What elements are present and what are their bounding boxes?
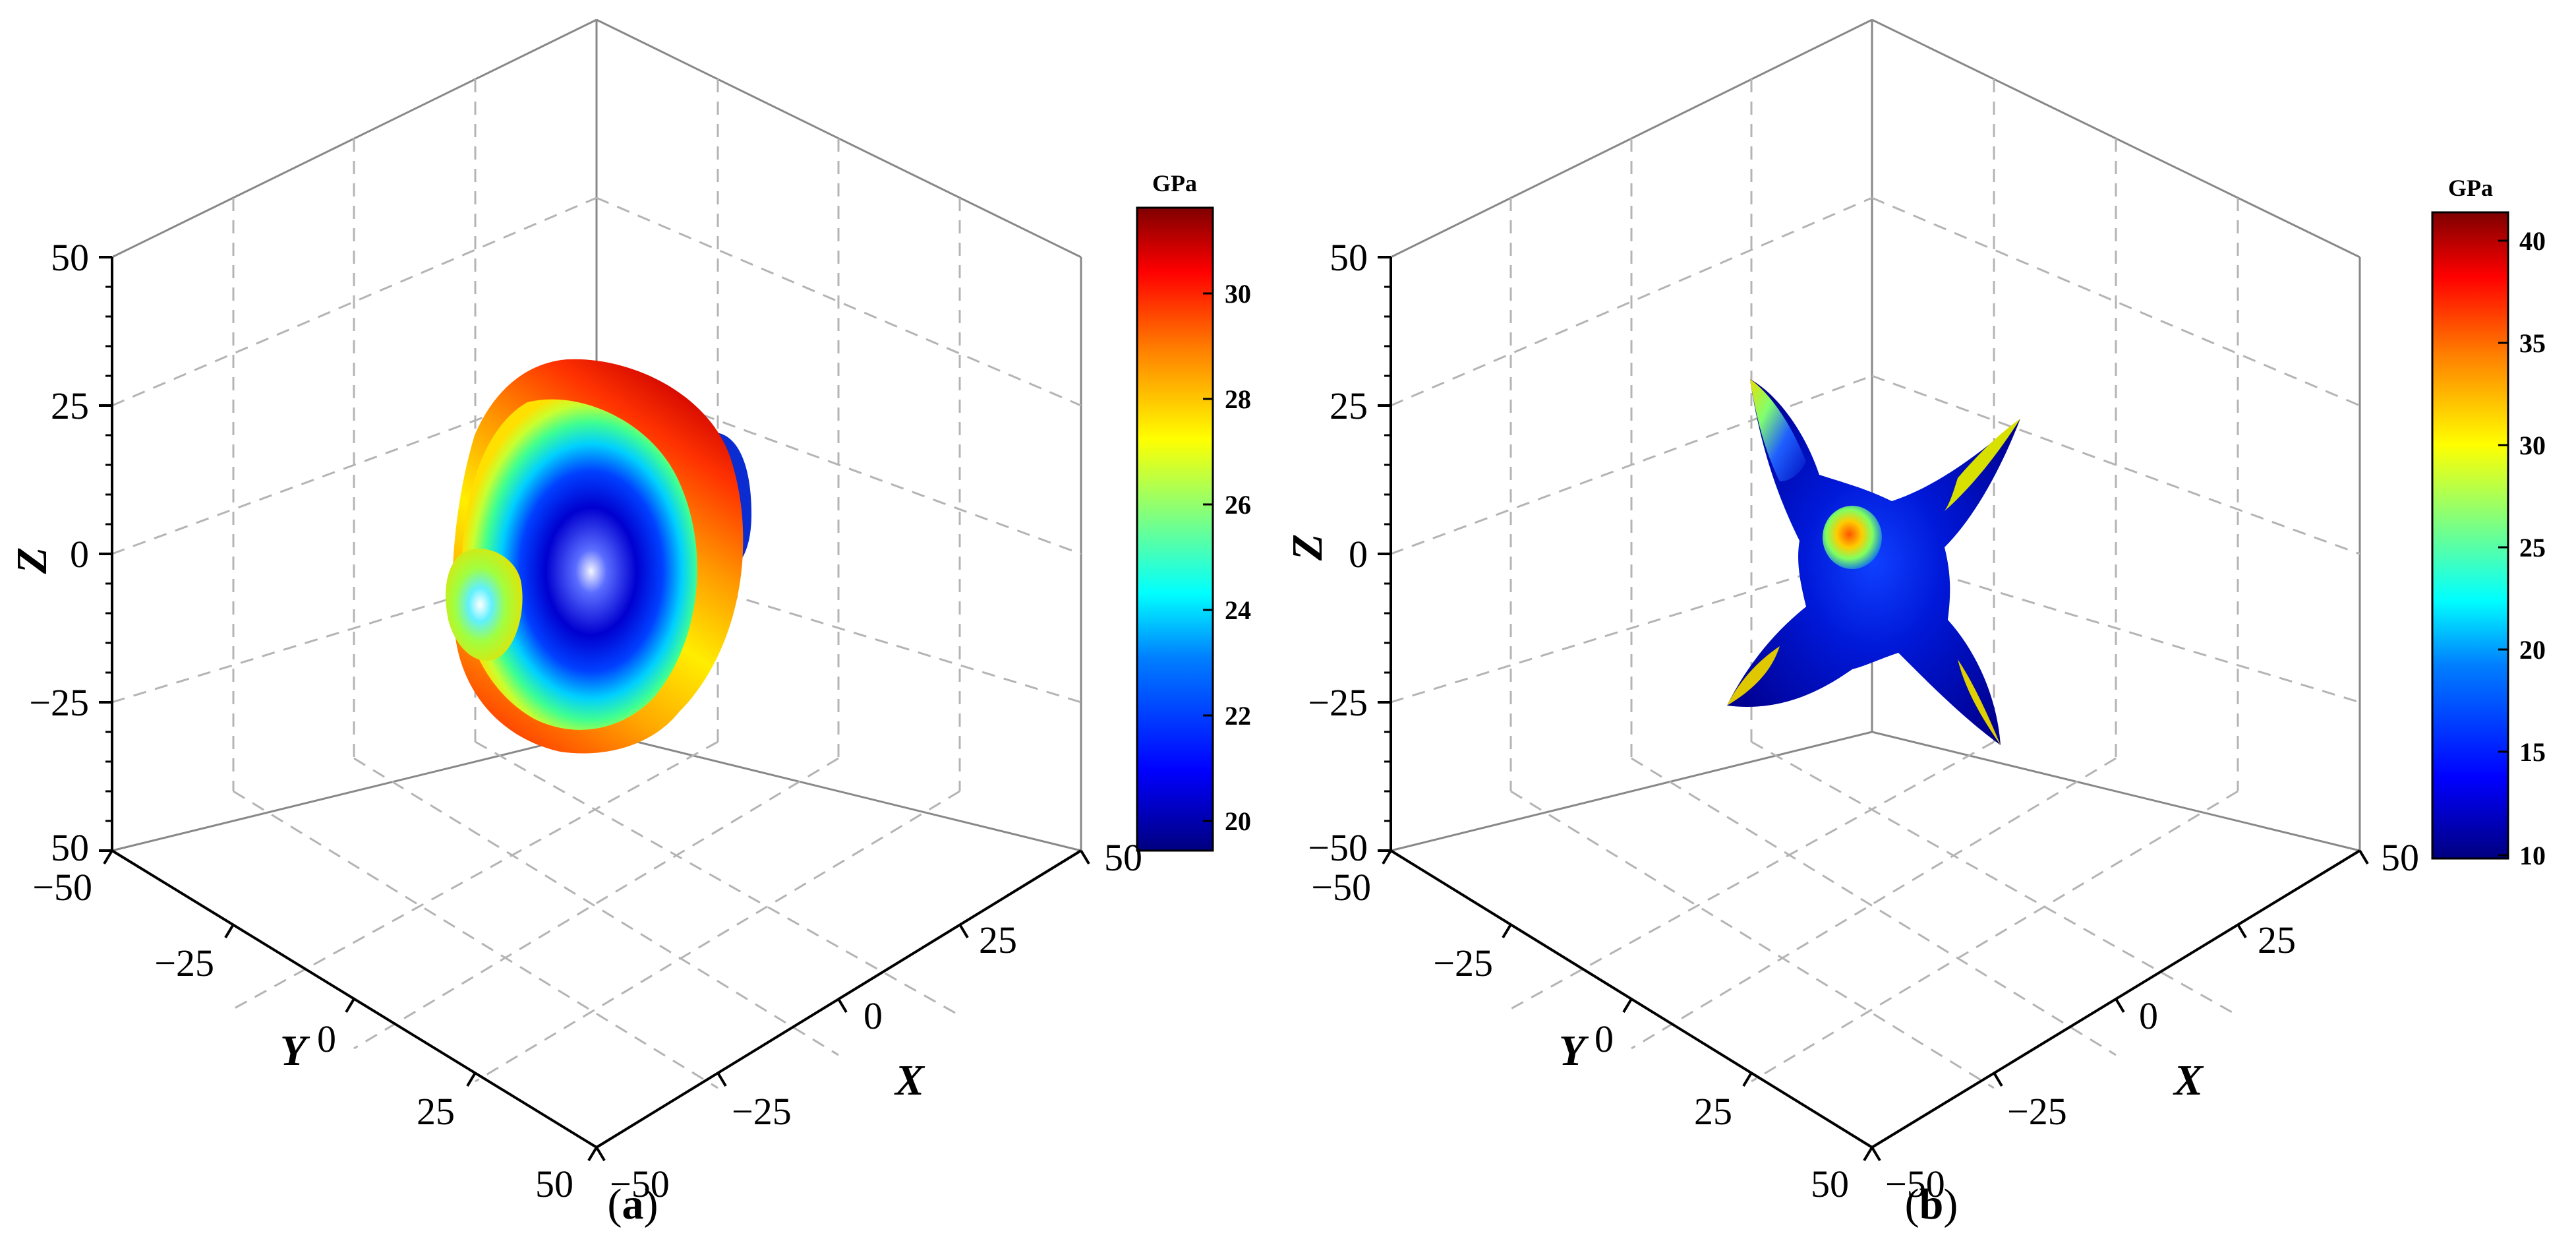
panel-a-y-axis-title: Y <box>280 1027 310 1075</box>
panel-b-z-axis-title: Z <box>1283 534 1332 561</box>
panel-a-x-tick-label: −25 <box>732 1090 792 1133</box>
panel-a-colorbar-tick-label: 22 <box>1225 701 1251 731</box>
panel-a-z-tick-label: −25 <box>29 681 89 724</box>
panel-b-caption: (b) <box>1905 1180 1958 1228</box>
panel-a-colorbar-tick-label: 20 <box>1225 806 1251 836</box>
panel-a-y-tick-label: 50 <box>535 1163 573 1205</box>
panel-b-colorbar-tick-label: 30 <box>2519 431 2546 460</box>
panel-a-z-minor-ticks <box>105 286 112 822</box>
panel-b-x-tick-label: −50 <box>1885 1163 1945 1205</box>
panel-b-colorbar-tick-label: 10 <box>2519 841 2546 870</box>
panel-b-surface-lobe-tip <box>1727 646 1780 706</box>
panel-a-x-tick-label: 50 <box>1104 836 1142 879</box>
panel-a-colorbar-ticks <box>1203 292 1213 822</box>
panel-a-surface-face <box>461 399 697 730</box>
panel-b-y-tick-label: −25 <box>1433 942 1493 984</box>
panel-a-z-tick-label: 25 <box>51 384 89 427</box>
panel-b-x-axis-title: X <box>2173 1056 2204 1104</box>
panel-b-z-tick-label: −25 <box>1308 681 1368 724</box>
panel-b-x-tick-label: 50 <box>2381 836 2419 879</box>
panel-b-plot: GPa 40 35 30 25 20 15 10 50 25 0 −25 −50… <box>1283 18 2546 1205</box>
panel-a-caption: (a) <box>608 1180 659 1228</box>
panel-a-colorbar-tick-label: 28 <box>1225 384 1251 414</box>
panel-b-colorbar-tick-label: 20 <box>2519 635 2546 665</box>
panel-a-z-tick-label: 0 <box>70 533 89 576</box>
panel-a-x-tick-label: 0 <box>864 994 883 1037</box>
panel-a-x-ticks <box>595 849 1090 1162</box>
panel-b-surface-lobe-tip <box>1958 659 2001 745</box>
panel-b-surface-lobe-tip <box>1945 419 2020 511</box>
panel-b-colorbar-ticks <box>2498 239 2508 857</box>
panel-b-z-tick-label: 0 <box>1349 533 1368 576</box>
panel-b-x-tick-label: 25 <box>2258 919 2296 961</box>
panel-b-z-tick-label: 25 <box>1330 384 1368 427</box>
panel-a-x-tick-label: −50 <box>610 1163 670 1205</box>
panel-a-z-tick-label: 50 <box>51 236 89 279</box>
panel-b-colorbar <box>2431 211 2509 860</box>
panel-b-y-tick-label: 0 <box>1595 1017 1614 1060</box>
panel-b-colorbar-unit: GPa <box>2448 175 2493 201</box>
panel-b-x-tick-label: 0 <box>2139 994 2158 1037</box>
panel-a-surface <box>446 359 751 754</box>
panel-a-colorbar-tick-label: 26 <box>1225 490 1251 520</box>
panel-a-z-ticks <box>99 256 112 852</box>
panel-b-y-tick-label: −50 <box>1311 866 1371 909</box>
panel-b-z-minor-ticks <box>1384 286 1391 822</box>
panel-b-colorbar-tick-label: 25 <box>2519 533 2546 562</box>
panel-b-x-tick-label: −25 <box>2007 1090 2067 1133</box>
panel-b-surface-center-bump <box>1823 506 1882 569</box>
panel-b-colorbar-tick-label: 40 <box>2519 226 2546 256</box>
panel-b-z-ticks <box>1378 256 1391 852</box>
panel-a-x-axis-title: X <box>894 1056 925 1104</box>
panel-a-plot: GPa 30 28 26 24 22 20 50 25 0 −25 50 −50… <box>8 18 1251 1205</box>
panel-a-surface-front-cap <box>446 549 523 661</box>
panel-a-z-axis-title: Z <box>8 547 56 574</box>
panel-a-z-tick-label: 50 <box>51 826 89 869</box>
panel-b-colorbar-tick-label: 35 <box>2519 328 2546 358</box>
panel-b-y-ticks <box>1382 849 1873 1162</box>
panel-b-z-tick-label: 50 <box>1330 236 1368 279</box>
panel-a-colorbar-unit: GPa <box>1152 170 1197 196</box>
panel-b-box <box>1390 18 2361 852</box>
panel-a-grid <box>111 79 1082 1089</box>
panel-b-x-ticks <box>1871 849 2369 1162</box>
panel-b-y-axis-title: Y <box>1559 1027 1589 1075</box>
panel-b-surface-lobe-tip <box>1750 379 1806 481</box>
panel-a-y-tick-label: 25 <box>417 1090 455 1133</box>
panel-a-colorbar <box>1136 206 1214 852</box>
panel-b-grid <box>1390 79 2360 1089</box>
panel-b-y-tick-label: 25 <box>1694 1090 1732 1133</box>
panel-a-y-tick-label: −50 <box>32 866 92 909</box>
panel-b-axes <box>1390 257 2361 1149</box>
panel-b-colorbar-tick-label: 15 <box>2519 737 2546 767</box>
panel-b-surface <box>1727 379 2020 745</box>
panel-a-y-tick-label: 0 <box>317 1017 336 1060</box>
panel-a-y-tick-label: −25 <box>154 942 214 984</box>
panel-a-colorbar-tick-label: 24 <box>1225 595 1251 625</box>
panel-a-x-tick-label: 25 <box>979 919 1017 961</box>
panel-b-surface-body <box>1727 379 2020 745</box>
panel-b-z-tick-label: −50 <box>1308 826 1368 869</box>
panel-a-y-ticks <box>103 849 598 1162</box>
panel-b-y-tick-label: 50 <box>1811 1163 1849 1205</box>
panel-a-colorbar-tick-label: 30 <box>1225 279 1251 309</box>
